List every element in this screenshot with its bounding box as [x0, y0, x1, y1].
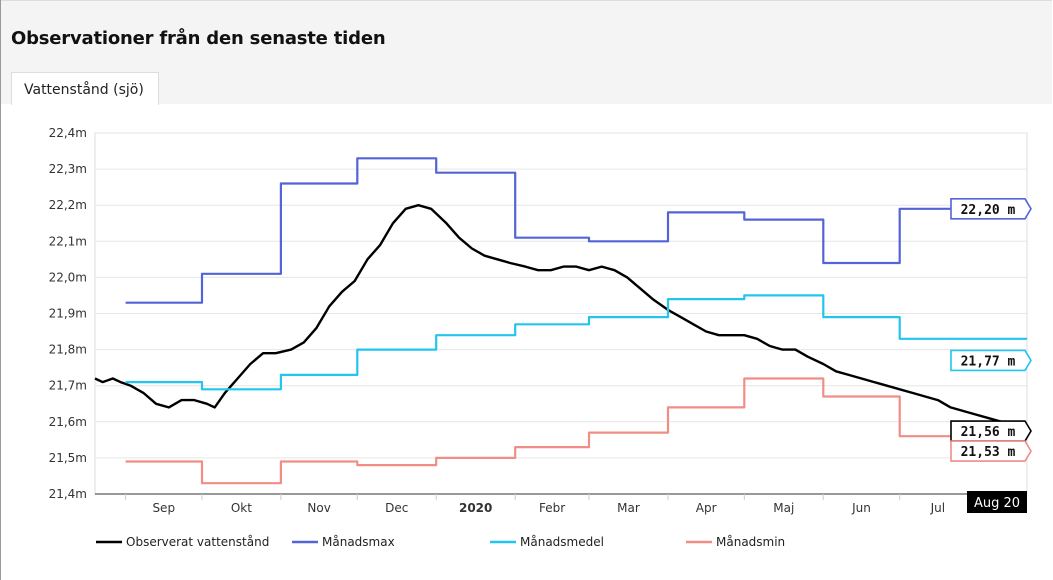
flag-manadsmin: 21,53 m: [950, 440, 1032, 462]
water-level-chart: 21,4m 21,5m 21,6m 21,7m 21,8m 21,9m 22,0m 22,1m…: [49, 126, 1032, 549]
axes: 21,4m 21,5m 21,6m 21,7m 21,8m 21,9m 22,0m 22,1m…: [49, 126, 1027, 515]
legend-label: Månadsmedel: [520, 535, 604, 549]
flag-observerat-text: 21,56 m: [961, 425, 1016, 440]
series: [94, 157, 1028, 485]
series-line-0: [94, 204, 1028, 438]
tab-vattenstand[interactable]: Vattenstånd (sjö): [11, 72, 159, 105]
y-tick-label: 21,5m: [49, 451, 87, 465]
x-tick-label: Mar: [617, 501, 640, 515]
page-title: Observationer från den senaste tiden: [11, 28, 386, 49]
legend-label: Månadsmin: [716, 535, 785, 549]
x-tick-label: Febr: [539, 501, 565, 515]
flag-manadsmin-box: [950, 440, 1032, 462]
y-tick-label: 21,7m: [49, 379, 87, 393]
value-flags: 22,20 m 21,77 m 21,56 m 21,53 m: [950, 198, 1032, 462]
y-tick-label: 22,0m: [49, 270, 87, 284]
x-tick-label: Apr: [696, 501, 717, 515]
flag-manadsmedel-text: 21,77 m: [961, 354, 1016, 369]
flag-manadsmedel-box: [950, 349, 1032, 372]
y-tick-label: 21,6m: [49, 415, 87, 429]
y-tick-label: 22,3m: [49, 162, 87, 176]
y-tick-label: 22,1m: [49, 234, 87, 248]
flag-manadsmedel: 21,77 m: [950, 349, 1032, 372]
y-tick-label: 22,4m: [49, 126, 87, 140]
legend-item-0[interactable]: Observerat vattenstånd: [96, 535, 269, 549]
x-tick-label: Maj: [773, 501, 794, 515]
grid: [94, 132, 1028, 495]
series-line-1: [125, 157, 1027, 304]
series-line-2: [125, 294, 1027, 391]
y-tick-label: 22,2m: [49, 198, 87, 212]
x-tick-label: Okt: [231, 501, 252, 515]
y-tick-label: 21,4m: [49, 487, 87, 501]
legend[interactable]: Observerat vattenstånd Månadsmax Månadsmed…: [96, 535, 785, 549]
current-date-badge: [967, 491, 1027, 513]
legend-label: Observerat vattenstånd: [126, 535, 269, 549]
series-line-3: [125, 377, 1027, 485]
flag-manadsmin-text: 21,53 m: [961, 445, 1016, 460]
x-tick-label: Sep: [152, 501, 175, 515]
flag-manadsmax-box: [950, 198, 1032, 220]
current-date-label: Aug 20: [974, 496, 1020, 511]
flag-observerat-box: [950, 420, 1032, 442]
legend-label: Månadsmax: [322, 535, 395, 549]
page-header: Observationer från den senaste tiden Vat…: [1, 0, 1052, 105]
y-tick-label: 21,9m: [49, 307, 87, 321]
legend-item-3[interactable]: Månadsmin: [686, 535, 785, 549]
legend-item-2[interactable]: Månadsmedel: [490, 535, 604, 549]
flag-observerat: 21,56 m: [950, 420, 1032, 442]
y-tick-label: 21,8m: [49, 343, 87, 357]
x-tick-label: 2020: [459, 501, 492, 515]
flag-manadsmax-text: 22,20 m: [961, 203, 1016, 218]
x-tick-label: Nov: [307, 501, 330, 515]
x-tick-label: Dec: [385, 501, 408, 515]
x-tick-label: Jul: [930, 501, 945, 515]
legend-item-1[interactable]: Månadsmax: [292, 535, 395, 549]
flag-manadsmax: 22,20 m: [950, 198, 1032, 220]
x-tick-label: Jun: [851, 501, 871, 515]
